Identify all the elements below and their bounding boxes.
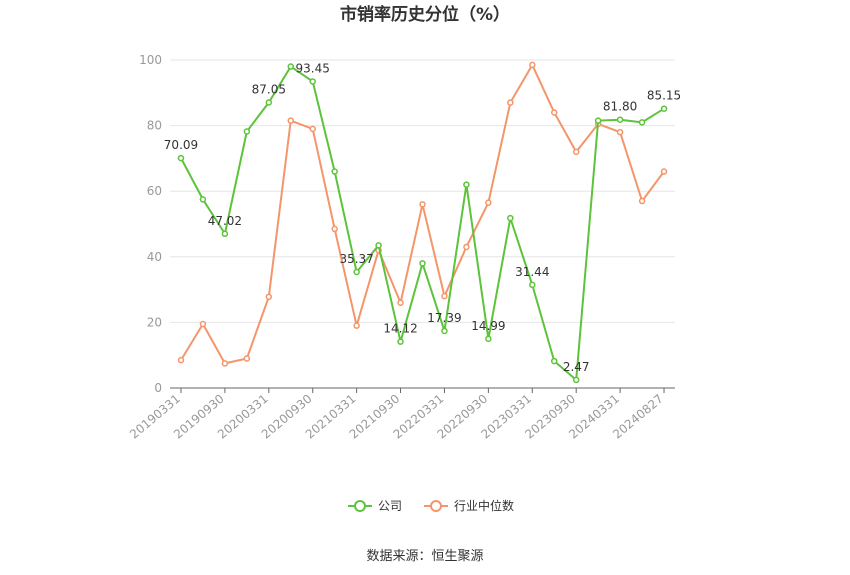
data-point-company — [265, 99, 273, 106]
y-tick-label: 0 — [154, 381, 162, 395]
data-label: 87.05 — [252, 82, 286, 96]
data-point-company — [419, 260, 426, 267]
data-point-company — [177, 154, 185, 162]
data-point-industry-median — [177, 356, 185, 364]
data-point-industry-median — [463, 243, 470, 251]
y-tick-label: 20 — [147, 315, 162, 329]
source-text: 数据来源：恒生聚源 — [366, 549, 483, 564]
data-label: 81.80 — [603, 100, 637, 114]
legend-item-company[interactable]: 公司 — [348, 499, 402, 513]
data-label: 70.09 — [164, 138, 198, 152]
data-point-company — [375, 242, 382, 249]
y-tick-label: 80 — [147, 119, 162, 133]
legend[interactable]: 公司 行业中位数 — [348, 498, 514, 513]
y-tick-label: 40 — [147, 250, 162, 264]
data-label: 14.99 — [471, 319, 505, 333]
data-point-company — [309, 78, 316, 85]
legend-label: 公司 — [378, 499, 402, 513]
data-point-industry-median — [485, 199, 492, 206]
data-point-industry-median — [265, 293, 273, 301]
data-label: 14.12 — [383, 322, 417, 336]
data-point-company — [594, 117, 602, 124]
data-point-company — [507, 214, 514, 222]
data-label: 47.02 — [208, 214, 242, 228]
data-point-industry-median — [550, 109, 558, 116]
data-labels: 70.09 47.02 87.05 93.45 35.37 14.12 17.39 14.99… — [164, 61, 681, 373]
y-tick-label: 60 — [147, 184, 162, 198]
data-point-industry-median — [441, 292, 448, 300]
data-point-industry-median — [287, 117, 295, 124]
series-line-company — [180, 65, 665, 381]
axes: 0204060801002019033120190930202003312020… — [127, 53, 675, 442]
data-point-company — [485, 335, 492, 343]
data-point-industry-median — [507, 99, 514, 106]
data-point-company — [221, 230, 229, 238]
data-point-company — [287, 63, 295, 70]
data-label: 31.44 — [515, 265, 549, 279]
data-point-company — [463, 181, 470, 188]
data-point-industry-median — [199, 320, 207, 328]
data-point-industry-median — [353, 322, 360, 329]
data-point-company — [199, 196, 207, 203]
data-point-industry-median — [309, 125, 316, 133]
data-point-company — [550, 357, 558, 365]
series-lines — [177, 61, 668, 384]
data-point-industry-median — [529, 61, 536, 69]
data-point-industry-median — [331, 225, 338, 233]
data-point-company — [572, 376, 580, 384]
legend-label: 行业中位数 — [454, 498, 514, 513]
data-point-industry-median — [660, 168, 668, 175]
data-point-company — [660, 105, 668, 112]
data-point-industry-median — [616, 128, 624, 136]
data-point-company — [353, 268, 360, 276]
data-point-company — [243, 128, 251, 135]
legend-swatch-marker — [430, 500, 442, 512]
legend-swatch-marker — [354, 500, 366, 512]
data-point-company — [616, 116, 624, 123]
data-point-industry-median — [397, 299, 404, 306]
grid-lines — [170, 59, 675, 323]
data-label: 17.39 — [427, 311, 461, 325]
data-point-industry-median — [419, 201, 426, 208]
data-label: 85.15 — [647, 89, 681, 103]
data-point-company — [331, 168, 338, 175]
data-label: 2.47 — [563, 360, 590, 374]
data-point-industry-median — [221, 360, 229, 367]
data-point-industry-median — [243, 355, 251, 362]
series-line-industry-median — [180, 63, 665, 365]
data-point-company — [638, 119, 646, 126]
data-label: 35.37 — [339, 252, 373, 266]
data-label: 93.45 — [296, 61, 330, 75]
data-point-company — [529, 281, 536, 289]
data-point-industry-median — [572, 148, 580, 156]
chart-title: 市销率历史分位（%） — [340, 4, 510, 25]
y-tick-label: 100 — [139, 53, 162, 67]
data-point-industry-median — [638, 197, 646, 205]
data-point-company — [441, 327, 448, 335]
data-point-company — [397, 338, 404, 345]
legend-item-industry-median[interactable]: 行业中位数 — [424, 498, 514, 513]
